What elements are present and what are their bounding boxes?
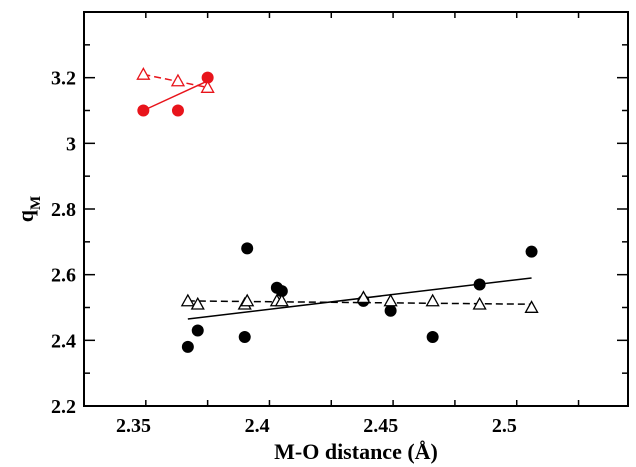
- data-point-triangle: [200, 80, 215, 93]
- plot-frame: [83, 11, 629, 407]
- solid-fit-line: [143, 80, 208, 112]
- data-point-triangle: [190, 296, 205, 310]
- tick-labels: 2.35 2.4 2.45 2.5 2.2 2.4 2.6 2.8 3 3.2: [51, 68, 517, 437]
- data-point-triangle: [524, 300, 539, 313]
- data-point-circle: [201, 71, 214, 84]
- x-tick-label: 2.45: [363, 415, 398, 437]
- data-point-triangle: [170, 73, 186, 87]
- data-point-triangle: [274, 293, 289, 307]
- data-point-circle: [238, 331, 251, 344]
- x-tick-label: 2.5: [492, 415, 517, 437]
- data-point-triangle: [356, 290, 371, 304]
- fit-lines: [143, 73, 532, 320]
- data-point-triangle: [472, 296, 487, 310]
- data-point-circle: [426, 331, 439, 344]
- y-tick-label: 2.6: [51, 265, 76, 287]
- x-tick-label: 2.35: [116, 415, 151, 437]
- data-point-circle: [275, 285, 288, 298]
- y-tick-label: 2.4: [51, 330, 76, 352]
- data-point-triangle: [136, 67, 151, 80]
- data-point-circle: [384, 304, 397, 317]
- y-axis-label: qM: [13, 196, 44, 222]
- y-tick-label: 2.2: [51, 396, 76, 418]
- data-point-circle: [241, 242, 254, 255]
- data-point-triangle: [180, 293, 195, 307]
- data-point-triangle: [383, 293, 398, 307]
- data-point-circle: [191, 324, 204, 337]
- y-tick-label: 3: [66, 133, 76, 155]
- data-point-circle: [473, 278, 486, 291]
- data-point-triangle: [425, 293, 440, 307]
- y-tick-label: 2.8: [51, 199, 76, 221]
- data-point-circle: [525, 245, 538, 258]
- y-tick-label: 3.2: [51, 68, 76, 90]
- y-axis-label-main: q: [13, 209, 38, 222]
- data-point-circle: [137, 104, 150, 117]
- x-tick-label: 2.4: [245, 415, 270, 437]
- data-point-circle: [181, 340, 194, 353]
- axis-ticks: [84, 12, 628, 406]
- data-point-circle: [171, 104, 184, 117]
- data-point-triangle: [240, 293, 255, 307]
- data-markers: [136, 67, 539, 353]
- y-axis-label-subscript: M: [28, 196, 44, 210]
- x-axis-label: M-O distance (Å): [274, 439, 438, 464]
